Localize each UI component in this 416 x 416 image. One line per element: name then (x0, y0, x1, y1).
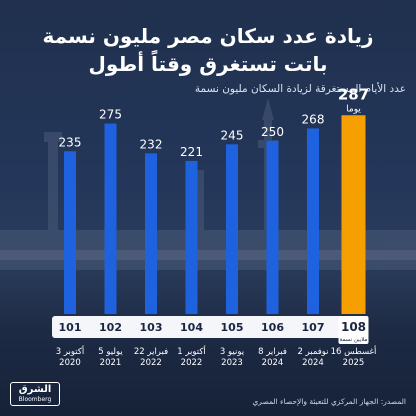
bar-103 (145, 153, 157, 314)
date-label-104: 1 أكتوبر (177, 345, 206, 357)
chart-subtitle: عدد الأيام المستغرقة لزيادة السكان مليون… (194, 83, 406, 95)
year-label-104: 2022 (181, 358, 203, 368)
value-label-104: 221 (180, 145, 203, 159)
million-label-107: 107 (302, 321, 325, 334)
logo-arabic: الشرق (18, 384, 52, 395)
value-label-106: 250 (261, 125, 284, 139)
value-label-101: 235 (59, 135, 82, 149)
date-label-101: 3 أكتوبر (56, 345, 85, 357)
bar-104 (185, 160, 198, 314)
year-label-101: 2020 (59, 358, 81, 368)
date-label-107: 2 نوفمبر (297, 347, 328, 357)
year-label-108: 2025 (343, 358, 365, 368)
million-label-highlight-box (338, 316, 369, 344)
value-label-highlight: 287 (338, 85, 369, 103)
date-label-108: 16 أغسطس (331, 345, 377, 357)
date-label-102: 5 يوليو (98, 347, 123, 357)
million-label-106: 106 (261, 321, 284, 334)
logo-english: Bloomberg (18, 396, 52, 403)
asharq-bloomberg-logo: الشرق Bloomberg (10, 382, 60, 406)
value-unit-label: يوما (346, 104, 361, 114)
title-line-1: زيادة عدد سكان مصر مليون نسمة (42, 24, 374, 48)
value-label-103: 232 (140, 137, 163, 151)
year-label-106: 2024 (262, 358, 284, 368)
year-label-107: 2024 (302, 358, 324, 368)
date-label-103: 22 فبراير (134, 347, 168, 357)
bar-101 (64, 151, 76, 314)
million-label-highlight: 108 (341, 320, 366, 334)
title-line-2: باتت تستغرق وقتاً أطول (88, 52, 328, 76)
year-label-103: 2022 (140, 358, 162, 368)
bar-105 (226, 144, 238, 314)
source-note: المصدر: الجهاز المركزي للتعبئة والإحصاء … (252, 397, 406, 406)
value-label-105: 245 (221, 128, 244, 142)
bar-106 (266, 140, 279, 314)
value-label-102: 275 (99, 108, 122, 122)
date-label-106: 8 فبراير (258, 347, 287, 357)
million-label-104: 104 (180, 321, 203, 334)
date-label-105: 3 يونيو (220, 347, 245, 357)
million-label-103: 103 (140, 321, 163, 334)
bar-102 (104, 123, 117, 314)
million-label-102: 102 (99, 321, 122, 334)
value-label-107: 268 (302, 112, 325, 126)
million-label-strip (52, 316, 358, 338)
million-label-101: 101 (59, 321, 82, 334)
bar-107 (307, 128, 319, 314)
year-label-105: 2023 (221, 358, 243, 368)
million-unit-label: ملايين نسمة (340, 337, 368, 343)
million-label-105: 105 (221, 321, 244, 334)
bar-108 (341, 115, 366, 314)
year-label-102: 2021 (100, 358, 122, 368)
